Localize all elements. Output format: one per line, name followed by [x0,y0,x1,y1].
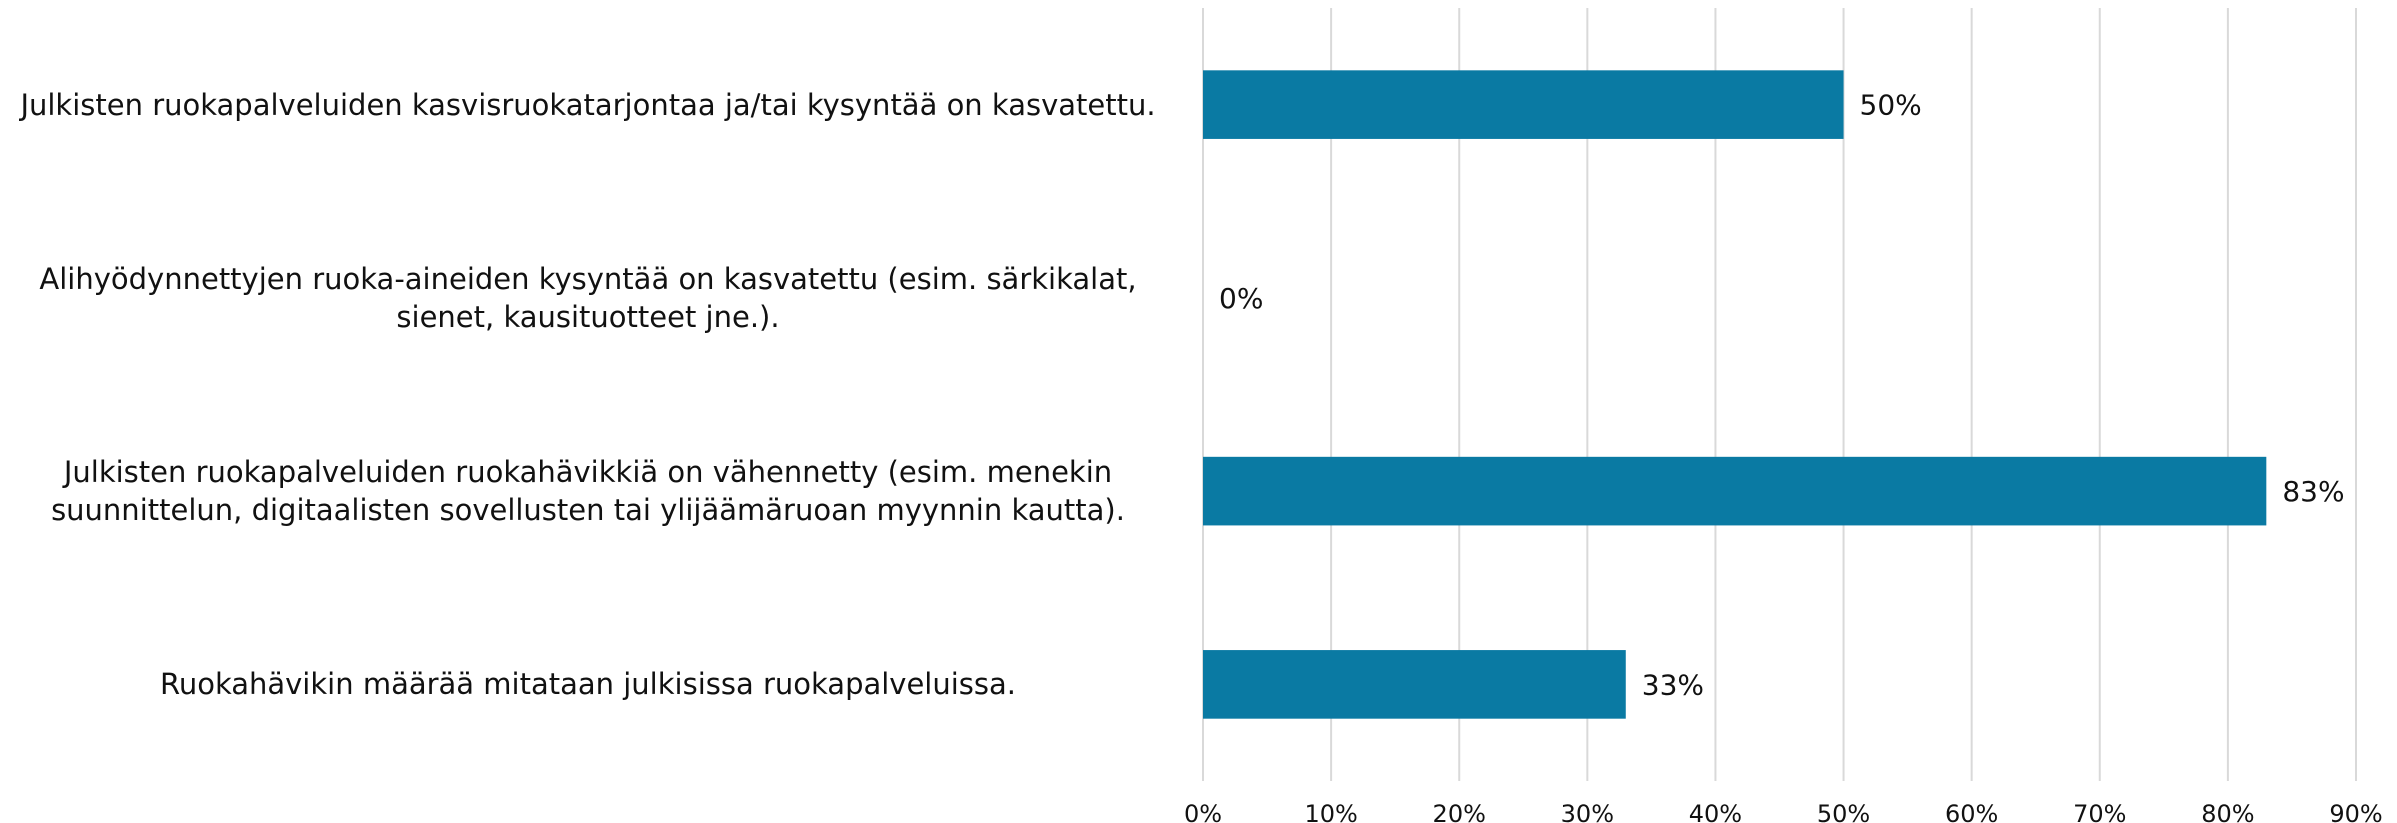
x-tick-label: 70% [2073,800,2126,823]
x-tick-label: 10% [1304,800,1357,823]
category-label: Julkisten ruokapalveluiden ruokahävikkiä… [51,455,1125,528]
x-tick-label: 60% [1945,800,1998,823]
value-label: 33% [1642,668,1704,701]
category-label: Ruokahävikin määrää mitataan julkisissa … [159,667,1017,702]
x-tick-label: 40% [1689,800,1742,823]
value-label: 0% [1219,282,1263,315]
category-label: Julkisten ruokapalveluiden kasvisruokata… [20,87,1156,122]
bar [1203,650,1626,719]
x-tick-label: 50% [1817,800,1870,823]
bar [1203,456,2267,526]
value-label: 50% [1860,89,1922,122]
x-tick-label: 90% [2329,800,2382,823]
value-label: 83% [2282,475,2344,508]
bar [1203,70,1844,139]
x-tick-label: 20% [1433,800,1486,823]
x-tick-label: 30% [1561,800,1614,823]
category-label: Alihyödynnettyjen ruoka-aineiden kysyntä… [39,261,1137,334]
x-tick-label: 0% [1184,800,1222,823]
x-tick-label: 80% [2201,800,2254,823]
